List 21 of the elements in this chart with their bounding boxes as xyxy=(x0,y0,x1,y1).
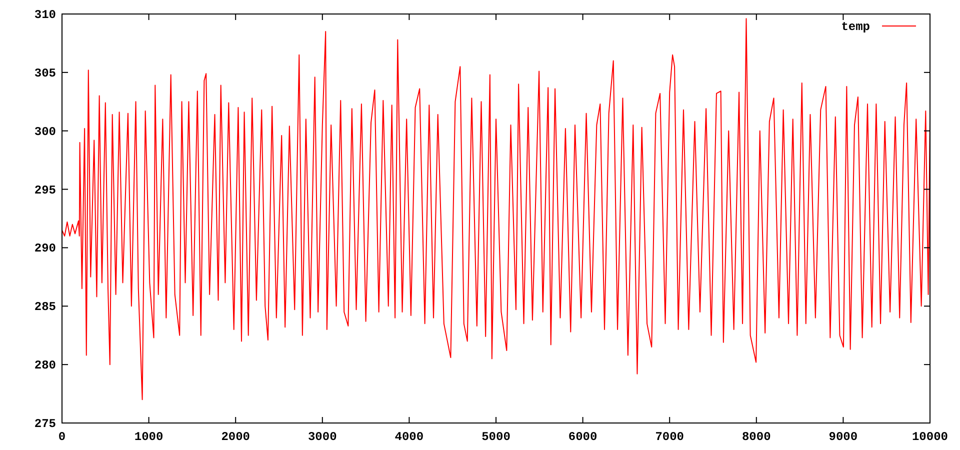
x-tick-label: 4000 xyxy=(394,430,424,444)
y-tick-label: 295 xyxy=(34,183,56,198)
y-tick-label: 285 xyxy=(34,300,56,314)
y-tick-label: 275 xyxy=(34,417,56,431)
y-tick-label: 310 xyxy=(34,8,56,22)
x-tick-label: 9000 xyxy=(828,430,858,444)
y-tick-label: 290 xyxy=(34,242,56,256)
x-tick-label: 10000 xyxy=(912,430,948,444)
y-tick-label: 300 xyxy=(34,124,56,139)
x-tick-label: 7000 xyxy=(655,430,684,444)
legend-label: temp xyxy=(841,20,870,34)
x-tick-label: 1000 xyxy=(134,430,164,444)
x-tick-label: 2000 xyxy=(221,430,250,444)
x-tick-label: 8000 xyxy=(742,430,771,444)
y-tick-label: 280 xyxy=(34,358,56,373)
x-tick-label: 3000 xyxy=(308,430,337,444)
x-tick-label: 0 xyxy=(58,430,66,444)
x-tick-label: 6000 xyxy=(568,430,598,444)
x-tick-label: 5000 xyxy=(482,430,510,444)
y-tick-label: 305 xyxy=(34,66,56,80)
line-series xyxy=(62,18,930,400)
